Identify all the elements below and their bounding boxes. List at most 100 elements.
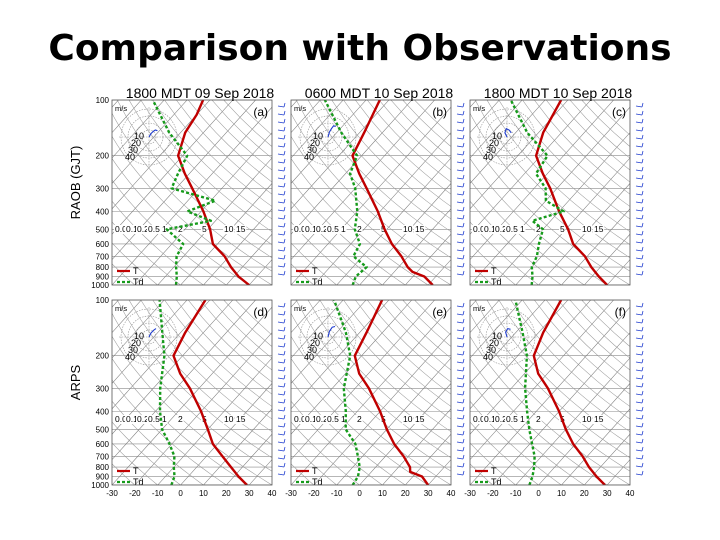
wind-barb-mark — [456, 145, 464, 148]
wind-barb-mark — [462, 438, 465, 444]
isotherm — [203, 208, 272, 285]
isotherm — [264, 100, 431, 285]
mixing-ratio-label: 0.2 — [495, 414, 507, 424]
wind-barb-mark — [277, 313, 285, 316]
wind-barb-mark — [277, 249, 285, 252]
wind-barb-mark — [462, 126, 465, 132]
isotherm — [180, 183, 272, 285]
wind-barb-mark — [641, 126, 644, 132]
wind-barb-mark — [277, 273, 285, 276]
wind-barb-mark — [635, 105, 643, 108]
dry-adiabat — [498, 100, 630, 232]
pressure-tick-label: 1000 — [91, 281, 109, 290]
dry-adiabat — [470, 179, 585, 285]
wind-barb-icon — [635, 102, 644, 276]
legend-label-t: T — [312, 266, 318, 276]
isotherm — [180, 383, 272, 485]
mixing-ratio-label: 0.1 — [484, 414, 496, 424]
wind-barb-mark — [277, 321, 285, 324]
isotherm — [470, 100, 477, 108]
wind-barb-mark — [283, 390, 286, 396]
wind-barb-mark — [283, 438, 286, 444]
wind-barb-mark — [641, 198, 644, 204]
hodograph-ring-label: 40 — [125, 352, 135, 362]
wind-barb-mark — [277, 465, 285, 468]
wind-barb-mark — [277, 473, 285, 476]
wind-barb-icon — [456, 302, 465, 476]
dry-adiabat — [498, 300, 630, 432]
dry-adiabat — [470, 221, 539, 285]
wind-barb-mark — [283, 430, 286, 436]
wind-barb-mark — [283, 102, 286, 108]
wind-barb-mark — [635, 425, 643, 428]
hodograph-ring-label: 40 — [125, 152, 135, 162]
dry-adiabat — [470, 135, 630, 285]
wind-barb-mark — [641, 406, 644, 412]
wind-barb-mark — [277, 345, 285, 348]
wind-barb-mark — [462, 134, 465, 140]
isotherm — [470, 100, 523, 159]
isotherm — [584, 433, 630, 485]
wind-barb-mark — [462, 246, 465, 252]
temperature-tick-label: 10 — [557, 489, 566, 498]
isotherm — [538, 183, 630, 285]
dry-adiabat — [470, 242, 516, 285]
panel-frame — [469, 299, 631, 486]
isotherm — [359, 183, 451, 285]
hodograph-ring-label: 30 — [486, 145, 496, 155]
wind-barb-mark — [462, 142, 465, 148]
temperature-tick-label: -10 — [152, 489, 164, 498]
dry-adiabat — [112, 200, 204, 285]
mixing-ratio-label: 10 — [582, 414, 592, 424]
dewpoint-series-line — [151, 100, 217, 285]
legend-label-td: Td — [312, 277, 323, 287]
dry-adiabat — [470, 357, 608, 485]
dry-adiabat — [470, 157, 608, 285]
wind-barb-mark — [641, 310, 644, 316]
wind-barb-mark — [456, 153, 464, 156]
mixing-ratio-label: 0.2 — [137, 224, 149, 234]
wind-barb-mark — [283, 190, 286, 196]
wind-barb-mark — [283, 350, 286, 356]
wind-barb-mark — [277, 153, 285, 156]
dry-adiabat — [581, 300, 630, 347]
wind-barb-mark — [635, 145, 643, 148]
isotherm — [653, 100, 720, 285]
dry-adiabat — [470, 312, 630, 472]
isotherm — [0, 300, 73, 485]
wind-barb-mark — [462, 206, 465, 212]
hodograph-ring-label: 10 — [313, 131, 323, 141]
wind-barb-mark — [641, 254, 644, 260]
dry-adiabat — [291, 112, 451, 272]
wind-barb-mark — [456, 217, 464, 220]
dry-adiabat — [291, 221, 360, 285]
wind-barb-mark — [456, 121, 464, 124]
wind-barb-mark — [641, 158, 644, 164]
wind-barb-mark — [456, 361, 464, 364]
dry-adiabat — [291, 135, 451, 285]
dry-adiabat — [319, 300, 451, 432]
dry-adiabat — [474, 100, 630, 259]
dry-adiabat — [355, 300, 451, 395]
temperature-tick-label: 30 — [603, 489, 612, 498]
temperature-tick-label: 0 — [536, 489, 541, 498]
dry-adiabat — [291, 357, 429, 485]
wind-barb-mark — [635, 113, 643, 116]
mixing-ratio-label: 1 — [341, 414, 346, 424]
hodograph-ring-label: 20 — [310, 338, 320, 348]
wind-barb-mark — [462, 454, 465, 460]
wind-barb-mark — [635, 393, 643, 396]
isotherm — [470, 300, 477, 308]
wind-barb-mark — [277, 449, 285, 452]
wind-barb-mark — [635, 217, 643, 220]
wind-barb-mark — [277, 105, 285, 108]
wind-barb-mark — [277, 129, 285, 132]
wind-barb-mark — [641, 118, 644, 124]
isotherm — [470, 100, 546, 184]
wind-barb-mark — [635, 337, 643, 340]
mixing-ratio-label: 10 — [403, 224, 413, 234]
